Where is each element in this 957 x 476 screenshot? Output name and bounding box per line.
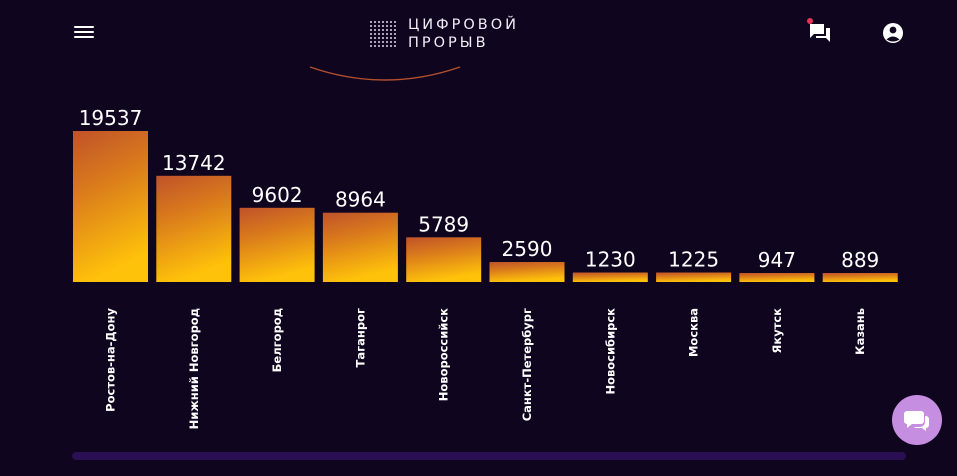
category-label-6: Новосибирск (603, 308, 617, 395)
bar-chart: 19537 Ростов-на-Дону 13742 Нижний Новгород 9… (73, 106, 898, 429)
value-label-8: 947 (758, 248, 796, 272)
value-label-1: 13742 (162, 151, 226, 175)
value-label-6: 1230 (585, 248, 636, 272)
bar-5[interactable] (489, 262, 565, 282)
category-label-1: Нижний Новгород (187, 308, 201, 429)
bar-3[interactable] (322, 212, 398, 282)
value-label-4: 5789 (418, 212, 469, 236)
chat-bubbles-icon (904, 411, 929, 431)
category-label-2: Белгород (270, 308, 284, 372)
decorative-arc (309, 66, 461, 81)
value-label-3: 8964 (335, 188, 386, 212)
horizontal-scrollbar[interactable] (72, 452, 906, 460)
logo-dots-icon (369, 20, 397, 48)
value-label-9: 889 (841, 248, 879, 272)
logo-text: ЦИФРОВОЙ ПРОРЫВ (408, 16, 519, 52)
category-label-7: Москва (687, 308, 701, 357)
chat-icon[interactable] (806, 19, 834, 47)
value-label-0: 19537 (79, 106, 143, 130)
bar-1[interactable] (156, 175, 232, 282)
category-label-0: Ростов-на-Дону (104, 307, 118, 411)
bar-0[interactable] (73, 131, 148, 282)
bar-8[interactable] (739, 273, 815, 282)
logo-line-1: ЦИФРОВОЙ (408, 17, 519, 33)
value-label-5: 2590 (502, 237, 553, 261)
category-label-5: Санкт-Петербург (520, 308, 534, 421)
header: ЦИФРОВОЙ ПРОРЫВ (0, 0, 957, 81)
bar-4[interactable] (406, 237, 482, 282)
account-icon[interactable] (881, 21, 905, 45)
bar-6[interactable] (572, 272, 648, 283)
category-label-9: Казань (853, 308, 867, 355)
logo[interactable]: ЦИФРОВОЙ ПРОРЫВ (368, 16, 568, 56)
category-label-8: Якутск (770, 308, 784, 354)
support-chat-button[interactable] (892, 395, 942, 445)
notification-dot (807, 18, 813, 24)
value-label-2: 9602 (252, 183, 303, 207)
bar-2[interactable] (239, 207, 315, 282)
menu-icon[interactable] (72, 22, 98, 42)
logo-line-2: ПРОРЫВ (408, 35, 489, 51)
value-label-7: 1225 (668, 248, 719, 272)
bar-7[interactable] (656, 272, 732, 283)
category-label-4: Новороссийск (437, 308, 451, 401)
category-label-3: Таганрог (353, 308, 367, 367)
bar-9[interactable] (822, 273, 898, 282)
